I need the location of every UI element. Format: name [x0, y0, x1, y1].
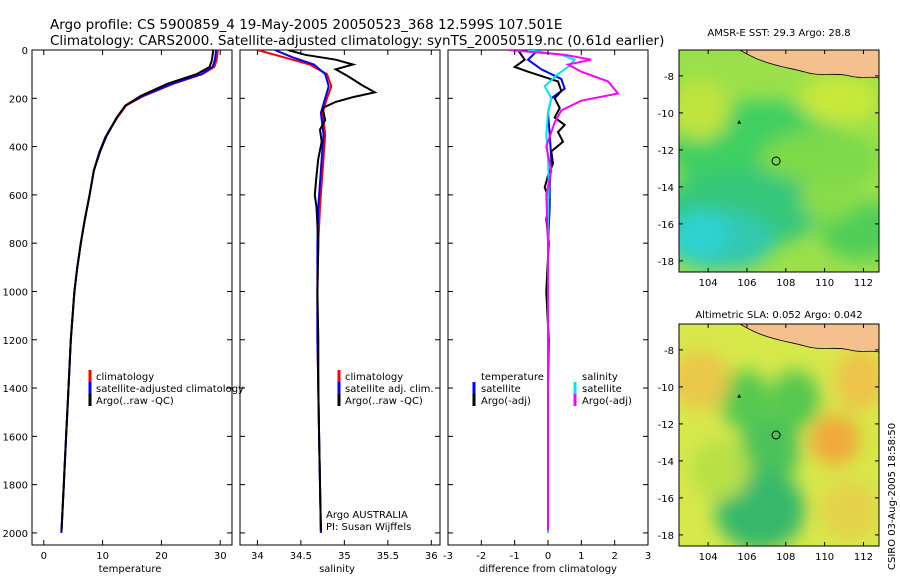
ytick-label: 1200 [3, 336, 28, 347]
legend-temp-argo: Argo(-adj) [481, 396, 531, 407]
map-xtick-label: 106 [737, 552, 756, 563]
xtick-label: -3 [443, 551, 453, 562]
legend-label-argo: Argo(..raw -QC) [96, 396, 174, 407]
profile-location-marker [771, 156, 781, 166]
map-ytick-label: -12 [658, 146, 674, 157]
series-line-temperature-2 [60, 50, 215, 531]
xtick-label: 1 [578, 551, 584, 562]
legend-sal-satellite: satellite [582, 384, 622, 395]
xtick-label: 34 [251, 551, 264, 562]
legend-label-satellite: satellite adj. clim. [345, 384, 434, 395]
map-xtick-label: 112 [854, 278, 873, 289]
xtick-label: 0 [41, 551, 47, 562]
xtick-label: 30 [214, 551, 227, 562]
profile-location-marker [771, 430, 781, 440]
map-xtick-label: 104 [699, 278, 718, 289]
map-ytick-label: -14 [658, 457, 674, 468]
salinity-axes [239, 49, 441, 546]
legend-label-climatology: climatology [345, 372, 403, 383]
salinity-xlabel: salinity [319, 564, 355, 575]
series-line-difference-1 [512, 50, 567, 531]
xtick-label: 36 [425, 551, 438, 562]
difference-xlabel: difference from climatology [479, 564, 617, 575]
xtick-label: 10 [96, 551, 109, 562]
ytick-label: 0 [22, 46, 28, 57]
xtick-label: 35 [338, 551, 351, 562]
map-ytick-label: -12 [658, 420, 674, 431]
map-ytick-label: -10 [658, 383, 674, 394]
series-line-salinity-2 [287, 50, 378, 531]
map-ytick-label: -16 [658, 494, 674, 505]
ytick-label: 2000 [3, 529, 28, 540]
map-ytick-label: -16 [658, 220, 674, 231]
series-line-difference-2 [527, 50, 577, 533]
temperature-legend: climatology satellite-adjusted climatolo… [88, 370, 244, 407]
map-ytick-label: -18 [658, 531, 674, 542]
ytick-label: 1400 [3, 384, 28, 395]
series-line-temperature-0 [60, 50, 219, 533]
legend-sal-argo: Argo(-adj) [582, 396, 632, 407]
legend-temp-satellite: satellite [481, 384, 521, 395]
map-xtick-label: 108 [776, 552, 795, 563]
series-line-temperature-1 [60, 50, 218, 533]
xtick-label: 35.5 [377, 551, 399, 562]
ytick-label: 600 [9, 191, 28, 202]
legend-temperature-title: temperature [481, 372, 544, 383]
sla-map-field [679, 324, 879, 546]
float-pi-label: PI: Susan Wijffels [326, 522, 411, 533]
ytick-label: 200 [9, 94, 28, 105]
xtick-label: -2 [476, 551, 486, 562]
map-xtick-label: 110 [815, 552, 834, 563]
temperature-xlabel: temperature [99, 564, 162, 575]
difference-legend: temperature satellite Argo(-adj) salinit… [472, 372, 632, 407]
ytick-label: 800 [9, 239, 28, 250]
ytick-label: 1600 [3, 432, 28, 443]
map-ytick-label: -8 [664, 72, 674, 83]
xtick-label: 3 [645, 551, 651, 562]
map-ytick-label: -18 [658, 257, 674, 268]
ytick-label: 400 [9, 143, 28, 154]
figure-title-line1: Argo profile: CS 5900859_4 19-May-2005 2… [50, 17, 562, 33]
ytick-label: 1000 [3, 287, 28, 298]
map-xtick-label: 110 [815, 278, 834, 289]
temperature-axes [31, 49, 233, 546]
legend-label-climatology: climatology [96, 372, 154, 383]
xtick-label: 34.5 [290, 551, 312, 562]
map-xtick-label: 108 [776, 278, 795, 289]
xtick-label: -1 [510, 551, 520, 562]
sst-map-title: AMSR-E SST: 29.3 Argo: 28.8 [707, 28, 850, 39]
xtick-label: 20 [155, 551, 168, 562]
xtick-label: 2 [611, 551, 617, 562]
map-xtick-label: 106 [737, 278, 756, 289]
footer-stamp: CSIRO 03-Aug-2005 18:58:50 [887, 423, 898, 570]
map-xtick-label: 112 [854, 552, 873, 563]
float-program-label: Argo AUSTRALIA [326, 510, 408, 521]
map-ytick-label: -10 [658, 109, 674, 120]
previous-position-marker [737, 120, 742, 124]
sla-map-title: Altimetric SLA: 0.052 Argo: 0.042 [695, 310, 862, 321]
ytick-label: 1800 [3, 481, 28, 492]
sst-map-frame [678, 49, 880, 273]
sla-map-frame [678, 323, 880, 547]
map-ytick-label: -14 [658, 183, 674, 194]
sst-map-field [679, 50, 879, 272]
xtick-label: 0 [545, 551, 551, 562]
previous-position-marker [737, 394, 742, 398]
figure-title-line2: Climatology: CARS2000. Satellite-adjuste… [50, 33, 664, 49]
salinity-legend: climatology satellite adj. clim. Argo(..… [326, 370, 434, 533]
map-xtick-label: 104 [699, 552, 718, 563]
series-line-salinity-1 [274, 50, 330, 533]
map-ytick-label: -8 [664, 346, 674, 357]
series-line-difference-3 [507, 50, 620, 531]
legend-label-argo: Argo(..raw -QC) [345, 396, 423, 407]
legend-label-satellite: satellite-adjusted climatology [96, 384, 244, 395]
legend-salinity-title: salinity [582, 372, 618, 383]
